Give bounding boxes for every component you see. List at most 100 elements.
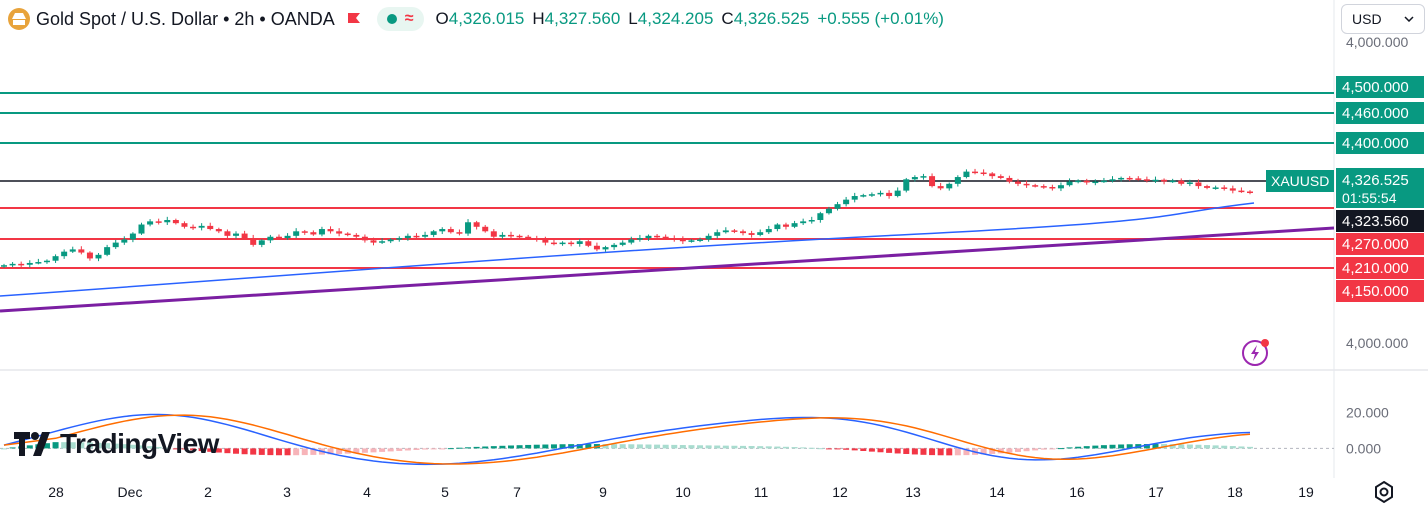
macd-histogram-bar bbox=[69, 442, 76, 449]
candle-body bbox=[602, 247, 609, 250]
candle-body bbox=[1040, 186, 1047, 188]
macd-histogram-bar bbox=[1049, 448, 1056, 450]
x-tick-label: 16 bbox=[1069, 484, 1085, 500]
macd-histogram-bar bbox=[465, 447, 472, 449]
lightning-alert-icon[interactable] bbox=[1241, 338, 1271, 368]
candle-body bbox=[1126, 177, 1133, 180]
crosshair-price-tag-bg bbox=[1336, 210, 1424, 232]
candle-body bbox=[190, 226, 197, 229]
market-status-pill[interactable]: ≈ bbox=[376, 7, 424, 31]
candle-body bbox=[619, 242, 626, 245]
candle-body bbox=[258, 240, 265, 245]
candle-body bbox=[35, 262, 42, 264]
settings-gear-icon[interactable] bbox=[1372, 480, 1396, 504]
macd-histogram-bar bbox=[791, 447, 798, 449]
x-tick-label: 17 bbox=[1148, 484, 1164, 500]
symbol-title[interactable]: Gold Spot / U.S. Dollar • 2h • OANDA bbox=[36, 8, 335, 29]
candle-body bbox=[1057, 185, 1064, 189]
macd-histogram-bar bbox=[911, 448, 918, 455]
x-tick-label: Dec bbox=[118, 484, 143, 500]
indicator-overlays bbox=[0, 202, 1335, 313]
macd-histogram-bar bbox=[147, 446, 154, 449]
macd-histogram-bar bbox=[602, 444, 609, 449]
candle-body bbox=[886, 192, 893, 197]
price-axis: 4,000.000 4,000.000 4,500.000 4,460.000 4,40… bbox=[1266, 34, 1424, 456]
candle-body bbox=[808, 220, 815, 222]
macd-histogram-bar bbox=[233, 448, 240, 454]
price-tick-top: 4,000.000 bbox=[1346, 34, 1408, 50]
candle-body bbox=[387, 239, 394, 242]
macd-histogram-bar bbox=[516, 445, 523, 449]
candle-body bbox=[1032, 185, 1039, 187]
macd-histogram-bar bbox=[705, 445, 712, 449]
macd-histogram-bar bbox=[1126, 444, 1133, 449]
macd-histogram-bar bbox=[482, 446, 489, 449]
macd-histogram-bar bbox=[26, 445, 33, 449]
macd-histogram-bar bbox=[499, 445, 506, 449]
candle-body bbox=[516, 235, 523, 238]
symbol-tag: XAUUSD bbox=[1271, 173, 1329, 189]
crosshair-price-tag: 4,323.560 bbox=[1342, 213, 1409, 230]
candle-body bbox=[825, 208, 832, 214]
currency-select[interactable]: USD bbox=[1341, 4, 1425, 34]
macd-histogram-bar bbox=[447, 448, 454, 450]
high-value: 4,327.560 bbox=[544, 9, 621, 28]
flag-icon[interactable] bbox=[347, 12, 361, 26]
support-tag-1: 4,270.000 bbox=[1342, 236, 1409, 253]
macd-histogram-bar bbox=[1100, 445, 1107, 449]
candle-body bbox=[1075, 180, 1082, 183]
macd-histogram-bar bbox=[353, 448, 360, 454]
x-tick-label: 2 bbox=[204, 484, 212, 500]
low-value: 4,324.205 bbox=[637, 9, 714, 28]
macd-histogram-bar bbox=[886, 448, 893, 453]
candle-body bbox=[26, 262, 33, 265]
macd-histogram-bar bbox=[422, 448, 429, 450]
macd-histogram-bar bbox=[267, 448, 274, 456]
macd-histogram-bar bbox=[550, 444, 557, 449]
macd-histogram-bar bbox=[851, 448, 858, 451]
macd-pane bbox=[0, 413, 1334, 466]
macd-histogram-bar bbox=[782, 446, 789, 449]
candle-body bbox=[740, 231, 747, 234]
candle-body bbox=[293, 231, 300, 236]
candle-body bbox=[525, 236, 532, 239]
candle-body bbox=[301, 231, 308, 233]
macd-histogram-bar bbox=[825, 448, 832, 450]
macd-histogram-bar bbox=[1143, 444, 1150, 449]
candle-body bbox=[662, 236, 669, 239]
chart-header: Gold Spot / U.S. Dollar • 2h • OANDA ≈ O… bbox=[8, 6, 944, 32]
macd-histogram-bar bbox=[336, 448, 343, 455]
candle-body bbox=[1083, 180, 1090, 183]
candle-body bbox=[370, 240, 377, 243]
macd-histogram-bar bbox=[533, 444, 540, 449]
candle-body bbox=[645, 235, 652, 239]
support-tag-1-bg bbox=[1336, 233, 1424, 255]
logo-text: TradingView bbox=[60, 428, 219, 459]
candle-body bbox=[207, 225, 214, 230]
macd-histogram-bar bbox=[1247, 446, 1253, 449]
macd-histogram-bar bbox=[688, 445, 695, 449]
x-tick-label: 18 bbox=[1227, 484, 1243, 500]
candle-body bbox=[95, 254, 102, 259]
candle-body bbox=[507, 234, 514, 237]
macd-histogram-bar bbox=[104, 443, 111, 449]
candle-body bbox=[267, 236, 274, 241]
x-tick-label: 28 bbox=[48, 484, 64, 500]
x-tick-label: 4 bbox=[363, 484, 371, 500]
candle-body bbox=[310, 232, 317, 235]
candle-body bbox=[86, 252, 93, 259]
candle-body bbox=[1178, 180, 1185, 184]
macd-histogram-bar bbox=[250, 448, 257, 455]
macd-histogram-bar bbox=[1212, 445, 1219, 449]
macd-histogram-bar bbox=[834, 448, 841, 450]
x-tick-label: 5 bbox=[441, 484, 449, 500]
macd-histogram-bar bbox=[860, 448, 867, 451]
candle-body bbox=[980, 172, 987, 175]
candle-body bbox=[997, 176, 1004, 178]
candle-body bbox=[679, 239, 686, 242]
support-tag-3-bg bbox=[1336, 280, 1424, 302]
candle-body bbox=[1100, 180, 1107, 183]
macd-histogram-bar bbox=[765, 446, 772, 449]
macd-histogram-bar bbox=[78, 442, 85, 449]
